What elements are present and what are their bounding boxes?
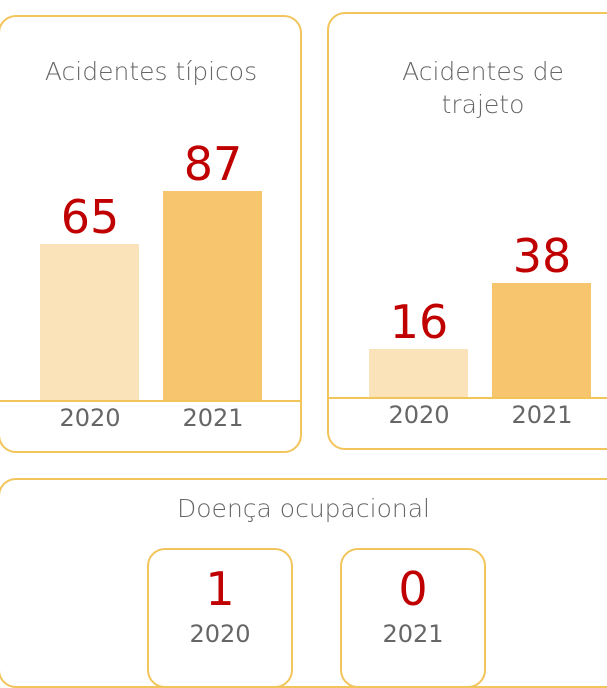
page: {"chart_data": [ {"type": "bar", "title"… [0, 12, 607, 688]
x-tick-label: 2020 [189, 620, 251, 648]
x-tick-label: 2021 [511, 401, 573, 429]
panel [0, 15, 302, 453]
value-label: 65 [60, 190, 120, 244]
chart-title: Doença ocupacional [177, 494, 430, 523]
value-label: 87 [183, 137, 243, 192]
value-label: 16 [389, 295, 449, 349]
x-tick-label: 2021 [182, 404, 244, 432]
baseline [0, 400, 302, 402]
bar [492, 283, 591, 397]
bar [369, 349, 468, 397]
bar [40, 244, 139, 400]
panel [327, 12, 607, 450]
chart-title: Acidentes de trajeto [402, 57, 564, 119]
bar [163, 191, 262, 400]
baseline [328, 397, 607, 399]
value-label: 1 [205, 562, 235, 616]
value-label: 0 [398, 562, 428, 616]
chart-title: Acidentes típicos [44, 57, 258, 86]
x-tick-label: 2020 [59, 404, 121, 432]
x-tick-label: 2020 [388, 401, 450, 429]
value-label: 38 [512, 229, 572, 283]
x-tick-label: 2021 [382, 620, 444, 648]
